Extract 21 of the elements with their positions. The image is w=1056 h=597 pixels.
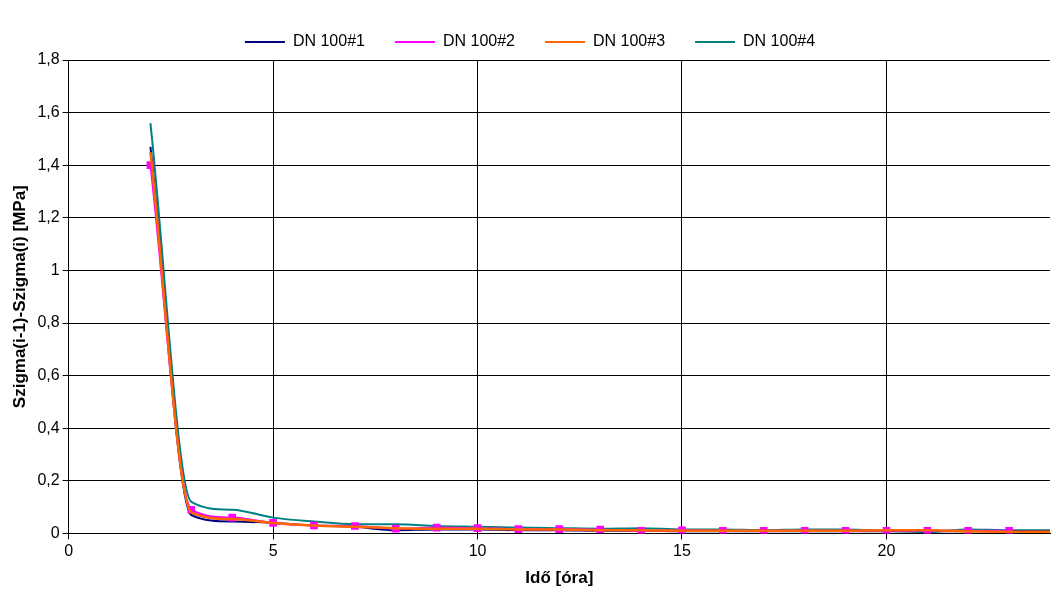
x-tick-label: 10 xyxy=(468,542,487,560)
legend-label: DN 100#1 xyxy=(292,32,366,50)
y-tick-label: 0 xyxy=(50,523,60,541)
x-tick-label: 0 xyxy=(64,542,74,560)
y-tick-label: 0,2 xyxy=(37,471,60,489)
legend-label: DN 100#2 xyxy=(442,32,516,50)
x-axis-title: Idő [óra] xyxy=(525,568,594,588)
y-tick-label: 1,2 xyxy=(37,208,60,226)
x-tick-label: 20 xyxy=(877,542,896,560)
y-tick-label: 1 xyxy=(50,260,60,278)
y-tick-label: 1,6 xyxy=(37,103,60,121)
y-axis-title: Szigma(i-1)-Szigma(i) [MPa] xyxy=(9,185,29,409)
y-tick-label: 0,4 xyxy=(37,418,60,436)
legend-label: DN 100#4 xyxy=(743,32,816,50)
y-tick-label: 0,8 xyxy=(37,313,60,331)
y-tick-label: 0,6 xyxy=(37,366,60,384)
legend-label: DN 100#3 xyxy=(593,32,666,50)
x-tick-label: 5 xyxy=(268,542,278,560)
y-tick-label: 1,4 xyxy=(37,155,60,173)
x-tick-label: 15 xyxy=(673,542,691,560)
y-tick-label: 1,8 xyxy=(37,50,60,68)
